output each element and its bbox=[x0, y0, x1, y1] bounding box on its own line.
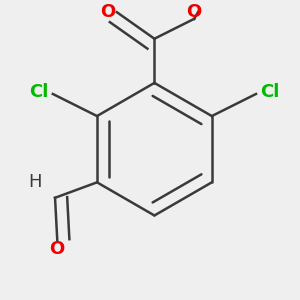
Text: O: O bbox=[187, 3, 202, 21]
Text: Cl: Cl bbox=[260, 83, 280, 101]
Text: O: O bbox=[50, 240, 65, 258]
Text: H: H bbox=[28, 173, 42, 191]
Text: Cl: Cl bbox=[29, 83, 48, 101]
Text: O: O bbox=[100, 3, 116, 21]
